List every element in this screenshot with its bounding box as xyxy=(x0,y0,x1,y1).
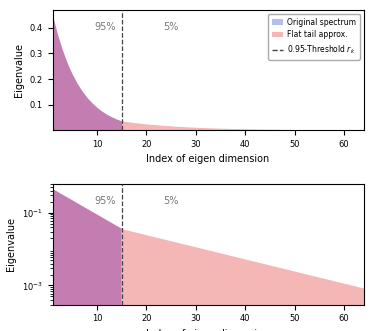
Y-axis label: Eigenvalue: Eigenvalue xyxy=(14,43,24,97)
Legend: Original spectrum, Flat tail approx., 0.95-Threshold $r_k$: Original spectrum, Flat tail approx., 0.… xyxy=(268,14,360,60)
Text: 5%: 5% xyxy=(163,22,178,31)
X-axis label: Index of eigen dimension: Index of eigen dimension xyxy=(147,155,270,165)
Text: 95%: 95% xyxy=(94,196,116,206)
X-axis label: Index of eigen dimension: Index of eigen dimension xyxy=(147,329,270,331)
Y-axis label: Eigenvalue: Eigenvalue xyxy=(6,217,16,271)
Text: 5%: 5% xyxy=(163,196,178,206)
Text: 95%: 95% xyxy=(94,22,116,31)
